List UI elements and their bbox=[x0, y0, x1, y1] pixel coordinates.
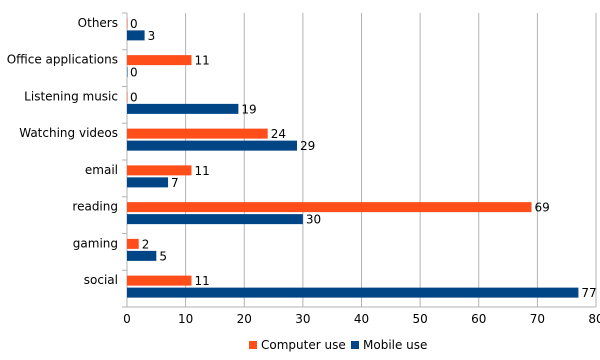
data-label: 0 bbox=[130, 90, 138, 104]
bar-computer-use bbox=[127, 91, 128, 102]
category-label: social bbox=[84, 273, 118, 287]
category-label: Others bbox=[78, 16, 118, 30]
category-label: email bbox=[85, 163, 118, 177]
x-tick-label: 70 bbox=[530, 312, 545, 326]
data-label: 30 bbox=[306, 213, 321, 227]
data-label: 69 bbox=[535, 201, 550, 215]
axes bbox=[122, 12, 596, 308]
bar-computer-use bbox=[127, 18, 128, 29]
bar-mobile-use bbox=[127, 67, 128, 78]
x-tick-label: 30 bbox=[295, 312, 310, 326]
legend-label: Computer use bbox=[261, 338, 346, 352]
legend-swatch bbox=[351, 341, 359, 349]
bar-mobile-use bbox=[127, 177, 169, 188]
category-label: gaming bbox=[73, 236, 118, 250]
data-label: 3 bbox=[148, 29, 156, 43]
bar-mobile-use bbox=[127, 287, 579, 298]
bar-computer-use bbox=[127, 202, 532, 213]
data-label: 77 bbox=[581, 286, 596, 300]
bar-computer-use bbox=[127, 128, 268, 139]
x-tick-label: 40 bbox=[354, 312, 369, 326]
data-label: 2 bbox=[142, 237, 150, 251]
bar-mobile-use bbox=[127, 140, 298, 151]
category-label: Listening music bbox=[24, 89, 118, 103]
data-label: 11 bbox=[194, 274, 209, 288]
x-tick-label: 10 bbox=[178, 312, 193, 326]
data-label: 11 bbox=[194, 164, 209, 178]
x-tick-label: 80 bbox=[588, 312, 600, 326]
data-label: 5 bbox=[159, 249, 167, 263]
bar-mobile-use bbox=[127, 250, 157, 261]
legend-swatch bbox=[249, 341, 257, 349]
data-label: 0 bbox=[130, 17, 138, 31]
data-label: 29 bbox=[300, 139, 315, 153]
bars bbox=[127, 18, 579, 298]
bar-computer-use bbox=[127, 275, 192, 286]
bar-computer-use bbox=[127, 55, 192, 66]
x-tick-label: 50 bbox=[412, 312, 427, 326]
category-label: reading bbox=[72, 200, 118, 214]
x-tick-label: 20 bbox=[237, 312, 252, 326]
legend: Computer use Mobile use bbox=[249, 338, 427, 352]
bar-computer-use bbox=[127, 165, 192, 176]
data-label: 11 bbox=[194, 54, 209, 68]
bar-mobile-use bbox=[127, 103, 239, 114]
category-label: Watching videos bbox=[19, 126, 118, 140]
data-label: 19 bbox=[241, 102, 256, 116]
data-label: 7 bbox=[171, 176, 179, 190]
bar-computer-use bbox=[127, 238, 139, 249]
data-label: 0 bbox=[130, 66, 138, 80]
x-tick-label: 60 bbox=[471, 312, 486, 326]
legend-label: Mobile use bbox=[363, 338, 427, 352]
category-label: Office applications bbox=[7, 53, 118, 67]
data-label: 24 bbox=[271, 127, 286, 141]
bar-mobile-use bbox=[127, 30, 145, 41]
x-tick-label: 0 bbox=[123, 312, 131, 326]
bar-mobile-use bbox=[127, 214, 303, 225]
